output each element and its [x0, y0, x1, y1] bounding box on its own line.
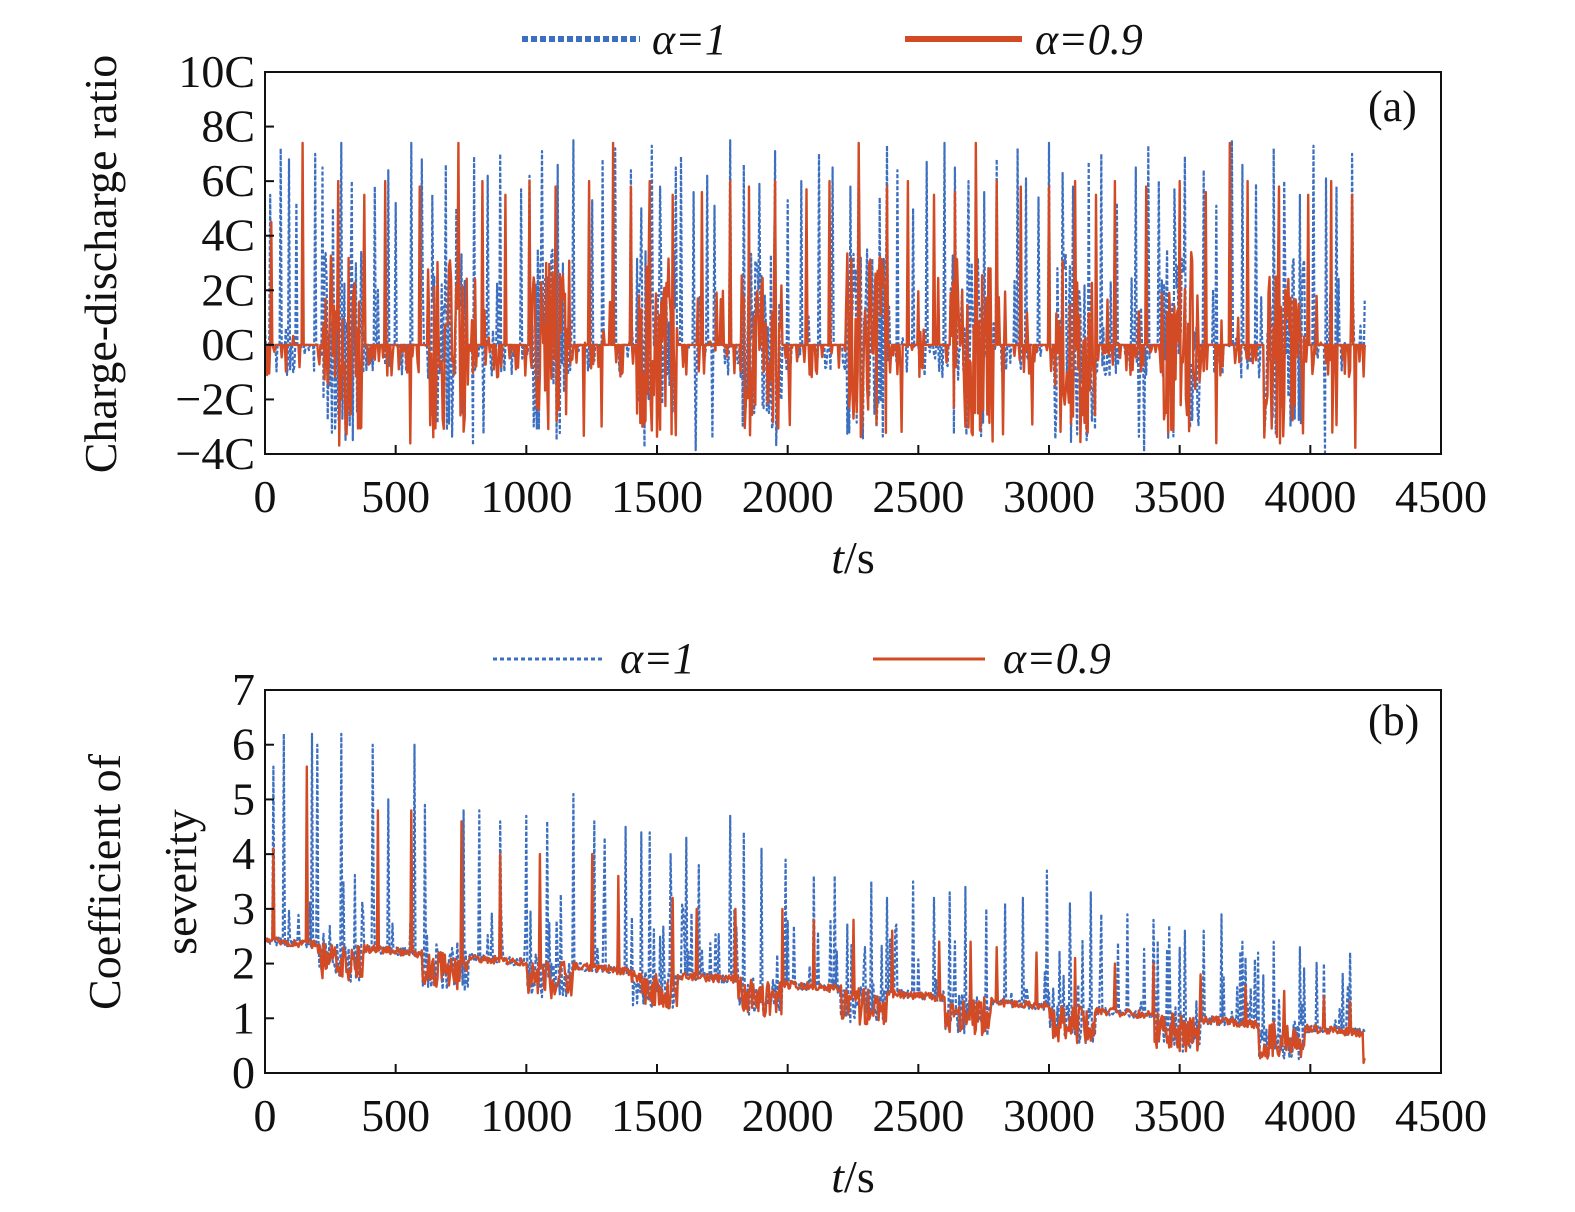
- x-tick-label-b: 3000: [1003, 1090, 1095, 1141]
- y-tick-label-a: 4C: [201, 210, 255, 261]
- x-tick-label-a: 1500: [611, 471, 703, 522]
- y-tick-label-b: 5: [232, 773, 255, 824]
- x-axis-label-b: t/s: [831, 1151, 874, 1202]
- x-tick-label-a: 2500: [872, 471, 964, 522]
- series-line-b-alpha09: [263, 765, 1366, 1065]
- x-axis-label-a-var: t: [831, 532, 845, 583]
- y-tick-label-a: 2C: [201, 264, 255, 315]
- y-tick-label-b: 3: [232, 883, 255, 934]
- x-tick-label-a: 3500: [1134, 471, 1226, 522]
- x-tick-label-a: 500: [361, 471, 430, 522]
- y-tick-label-b: 1: [232, 992, 255, 1043]
- x-tick-label-a: 3000: [1003, 471, 1095, 522]
- panel-label-b: (b): [1368, 696, 1419, 745]
- x-tick-label-a: 4000: [1264, 471, 1356, 522]
- y-tick-label-b: 2: [232, 938, 255, 989]
- y-tick-label-a: 10C: [178, 46, 255, 97]
- y-tick-label-b: 6: [232, 719, 255, 770]
- x-tick-label-b: 2500: [872, 1090, 964, 1141]
- y-tick-label-a: −4C: [175, 428, 255, 479]
- y-tick-label-a: −2C: [175, 373, 255, 424]
- x-tick-label-a: 2000: [742, 471, 834, 522]
- series-line-a-alpha09: [264, 141, 1366, 449]
- y-tick-label-b: 4: [232, 828, 255, 879]
- plot-frame-a: [264, 71, 1442, 455]
- y-axis-label-a: Charge-discharge ratio: [75, 55, 126, 474]
- x-tick-label-a: 1000: [480, 471, 572, 522]
- y-tick-label-b: 7: [232, 664, 255, 715]
- x-tick-label-b: 3500: [1134, 1090, 1226, 1141]
- x-tick-label-a: 0: [254, 471, 277, 522]
- x-tick-label-b: 0: [254, 1090, 277, 1141]
- y-tick-label-a: 6C: [201, 155, 255, 206]
- x-axis-label-a-unit: /s: [844, 532, 875, 583]
- x-tick-label-b: 1500: [611, 1090, 703, 1141]
- legend-a-alpha1-label: α=1: [652, 15, 727, 64]
- x-tick-label-b: 1000: [480, 1090, 572, 1141]
- x-tick-label-a: 4500: [1395, 471, 1487, 522]
- legend-b: α=1 α=0.9: [493, 634, 1111, 683]
- x-axis-a: 0 500 1000 1500 2000 2500 3000 3500 4000 4500: [254, 445, 1487, 522]
- x-axis-label-b-var: t: [831, 1151, 845, 1202]
- x-axis-label-a: t/s: [831, 532, 874, 583]
- legend-a-alpha09-label: α=0.9: [1035, 15, 1143, 64]
- x-tick-label-b: 4500: [1395, 1090, 1487, 1141]
- x-axis-label-b-unit: /s: [844, 1151, 875, 1202]
- y-tick-label-b: 0: [232, 1047, 255, 1098]
- plot-frame-b: [264, 689, 1442, 1074]
- plot-area-b: [263, 732, 1366, 1065]
- panel-label-a: (a): [1368, 82, 1417, 131]
- plot-area-a: [263, 139, 1366, 454]
- x-tick-label-b: 500: [361, 1090, 430, 1141]
- y-axis-label-b-line2: severity: [155, 809, 206, 955]
- y-tick-label-a: 0C: [201, 319, 255, 370]
- legend-a: α=1 α=0.9: [522, 15, 1143, 64]
- legend-b-alpha1-label: α=1: [620, 634, 695, 683]
- legend-b-alpha09-label: α=0.9: [1003, 634, 1111, 683]
- x-tick-label-b: 2000: [742, 1090, 834, 1141]
- y-tick-label-a: 8C: [201, 101, 255, 152]
- x-axis-b: 0 500 1000 1500 2000 2500 3000 3500 4000 4500: [254, 1064, 1487, 1141]
- y-axis-label-b: Coefficient of: [79, 753, 130, 1010]
- x-tick-label-b: 4000: [1264, 1090, 1356, 1141]
